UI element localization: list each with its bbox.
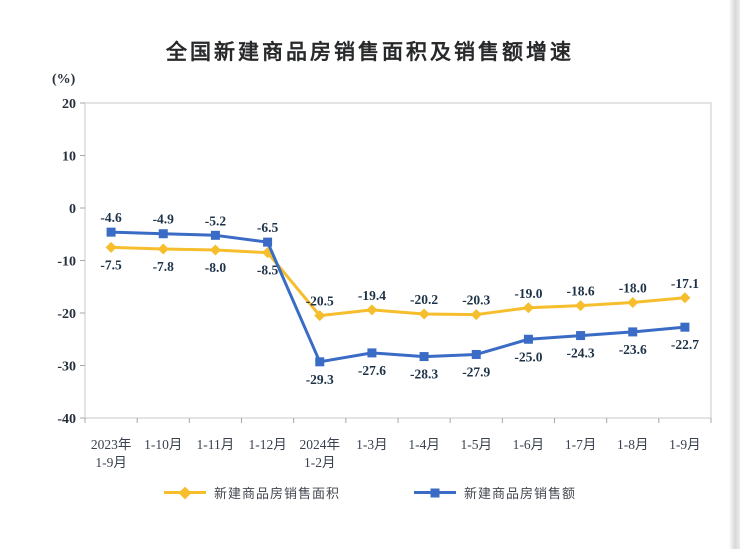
x-category-label: 1-2月 <box>304 455 336 470</box>
data-point-label: -23.6 <box>619 342 647 357</box>
data-point-label: -24.3 <box>567 346 595 361</box>
square-marker-icon <box>106 227 116 237</box>
x-category-label: 2024年 <box>300 437 341 452</box>
data-point-label: -29.3 <box>306 372 334 387</box>
diamond-marker-icon <box>178 486 192 499</box>
sales-value-line-swatch-icon <box>414 488 456 497</box>
square-marker-icon <box>628 327 638 337</box>
diamond-marker-icon <box>522 302 534 314</box>
square-marker-icon <box>471 349 481 359</box>
x-axis: 2023年 1-9月 1-10月 1-11月 1-12月 2024年 1-2月 1-3月 1-4… <box>84 418 712 470</box>
x-category-label: 1-6月 <box>513 437 545 452</box>
y-axis-unit-label: (%) <box>52 72 76 87</box>
data-point-label: -7.8 <box>153 259 175 274</box>
data-point-label: -8.5 <box>257 263 279 278</box>
x-category-label: 1-10月 <box>144 437 182 452</box>
x-category-label: 1-12月 <box>248 437 286 452</box>
diamond-marker-icon <box>314 310 326 322</box>
diamond-marker-icon <box>418 308 430 320</box>
square-marker-icon <box>523 334 533 344</box>
legend-label-sales-value: 新建商品房销售额 <box>464 486 577 501</box>
data-point-label: -27.9 <box>462 364 490 379</box>
square-marker-icon <box>315 357 325 367</box>
series-line <box>111 230 686 364</box>
data-point-label: -19.4 <box>358 288 386 303</box>
diamond-marker-icon <box>209 244 221 256</box>
y-axis: 20 10 0 -10 -20 -30 -40 <box>57 97 85 427</box>
x-category-label: 2023年 <box>91 437 132 452</box>
diamond-marker-icon <box>366 304 378 316</box>
diamond-marker-icon <box>679 292 691 304</box>
data-point-label: -7.5 <box>100 257 122 272</box>
legend-item-sales-area: 新建商品房销售面积 <box>163 483 340 502</box>
data-point-label: -6.5 <box>257 220 279 235</box>
data-point-label: -18.6 <box>567 284 595 299</box>
square-marker-icon <box>158 229 168 239</box>
y-tick-label: 10 <box>62 150 76 165</box>
data-point-label: -8.0 <box>205 260 227 275</box>
y-tick-label: 20 <box>62 97 76 112</box>
square-marker-icon <box>367 348 377 358</box>
data-point-label: -20.5 <box>306 294 334 309</box>
y-tick-label: 0 <box>69 202 76 217</box>
x-category-label: 1-8月 <box>617 437 649 452</box>
square-marker-icon <box>263 237 273 247</box>
data-point-label: -18.0 <box>619 281 647 296</box>
x-category-label: 1-9月 <box>95 455 127 470</box>
data-point-label: -20.2 <box>410 292 438 307</box>
legend-item-sales-value: 新建商品房销售额 <box>414 483 576 502</box>
square-marker-icon <box>419 352 429 362</box>
data-point-label: -4.6 <box>100 210 122 225</box>
chart-title: 全国新建商品房销售面积及销售额增速 <box>166 41 574 64</box>
y-tick-label: -20 <box>57 307 76 322</box>
diamond-marker-icon <box>627 297 639 308</box>
x-category-label: 1-11月 <box>197 437 235 452</box>
sales-area-line-swatch-icon <box>163 486 206 499</box>
diamond-marker-icon <box>157 243 169 255</box>
diamond-marker-icon <box>575 300 587 312</box>
x-category-label: 1-5月 <box>461 437 493 452</box>
diamond-marker-icon <box>105 241 117 253</box>
data-point-label: -17.1 <box>671 276 699 291</box>
diamond-marker-icon <box>470 309 482 321</box>
data-point-label: -22.7 <box>671 337 699 352</box>
data-point-label: -27.6 <box>358 363 386 378</box>
data-point-label: -28.3 <box>410 367 438 382</box>
data-point-label: -4.9 <box>153 212 175 227</box>
y-tick-label: -10 <box>57 255 76 270</box>
chart-legend: 新建商品房销售面积 新建商品房销售额 <box>0 483 740 502</box>
x-category-label: 1-7月 <box>565 437 597 452</box>
x-category-label: 1-4月 <box>408 437 440 452</box>
series-line <box>111 245 686 318</box>
series-sales-area: -7.5 -7.8 -8.0 -8.5 -20.5 -19.4 -20.2 -20.3 -19.… <box>100 241 699 322</box>
data-point-label: -19.0 <box>514 286 542 301</box>
y-tick-label: -30 <box>57 360 76 375</box>
square-marker-icon <box>210 230 220 240</box>
square-marker-icon <box>576 331 586 341</box>
window-right-edge <box>729 0 740 549</box>
x-category-label: 1-9月 <box>669 437 701 452</box>
data-point-label: -25.0 <box>514 349 542 364</box>
series-sales-value: -4.6 -4.9 -5.2 -6.5 -29.3 -27.6 -28.3 -27.9 -25.… <box>100 210 699 387</box>
data-point-label: -5.2 <box>205 213 227 228</box>
plot-frame <box>84 102 712 419</box>
y-tick-label: -40 <box>57 412 76 427</box>
x-category-label: 1-3月 <box>356 437 388 452</box>
legend-label-sales-area: 新建商品房销售面积 <box>213 486 340 501</box>
data-point-label: -20.3 <box>462 293 490 308</box>
square-marker-icon <box>680 322 690 332</box>
square-marker-icon <box>430 488 440 497</box>
